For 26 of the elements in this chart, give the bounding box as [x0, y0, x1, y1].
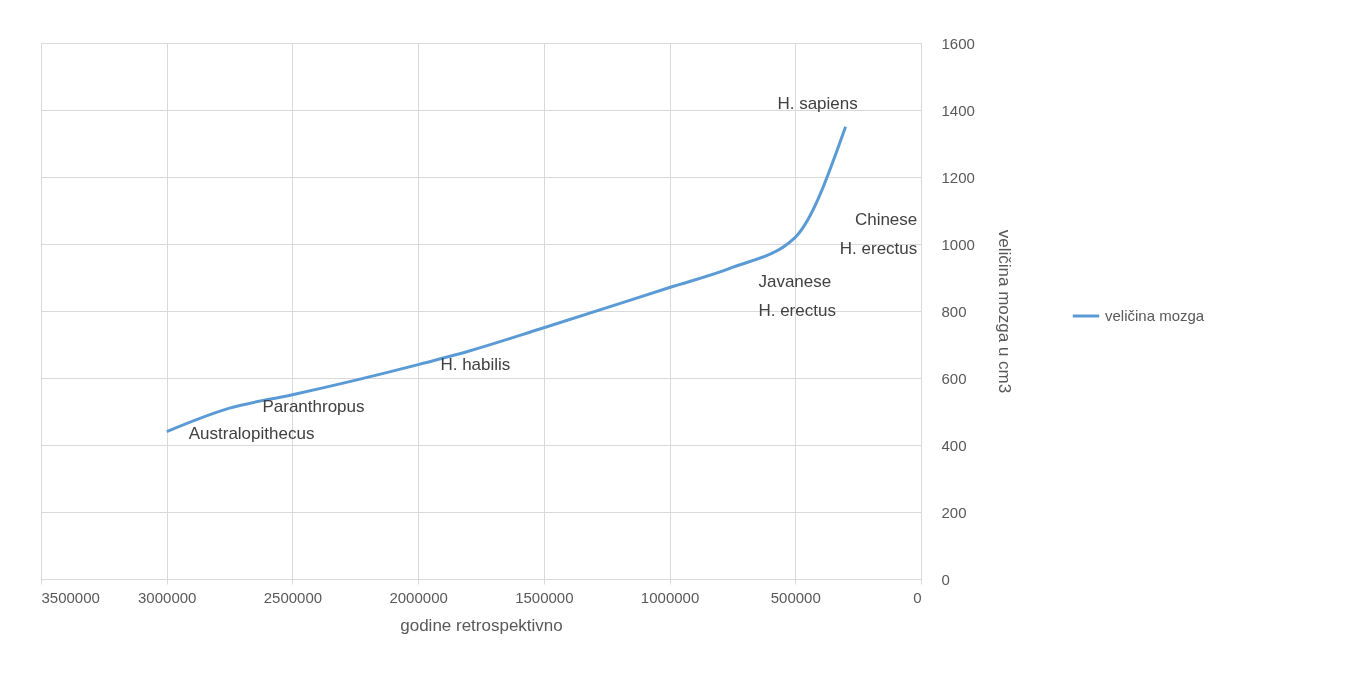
annotation: Paranthropus — [262, 396, 365, 416]
x-tick-label: 500000 — [770, 588, 821, 606]
y-tick-label: 600 — [941, 369, 967, 387]
y-tick-label: 1400 — [941, 101, 975, 119]
x-tick-label: 3000000 — [138, 588, 197, 606]
y-tick-label: 800 — [941, 302, 967, 320]
x-axis-title: godine retrospektivno — [400, 615, 563, 635]
x-tick-label: 0 — [913, 588, 922, 606]
y-tick-label: 400 — [941, 436, 967, 454]
x-tick-label: 3500000 — [41, 588, 100, 606]
annotation: Chinese H. erectus — [839, 210, 918, 259]
annotation: Australopithecus — [188, 423, 315, 443]
y-tick-label: 1200 — [941, 168, 975, 186]
annotation: H. habilis — [440, 355, 511, 375]
x-tick-label: 2500000 — [263, 588, 323, 606]
x-tick-label: 1000000 — [640, 588, 700, 606]
annotation: H. sapiens — [777, 93, 858, 113]
y-tick-label: 0 — [941, 570, 950, 588]
y-tick-label: 200 — [941, 503, 967, 521]
annotation: Javanese H. erectus — [758, 272, 836, 321]
y-tick-label: 1000 — [941, 235, 975, 253]
legend-label: veličina mozga — [1105, 307, 1205, 324]
x-tick-label: 2000000 — [389, 588, 448, 606]
x-tick-label: 1500000 — [515, 588, 574, 606]
y-axis-title: veličina mozga u cm3 — [994, 229, 1014, 394]
y-tick-label: 1600 — [941, 34, 975, 52]
